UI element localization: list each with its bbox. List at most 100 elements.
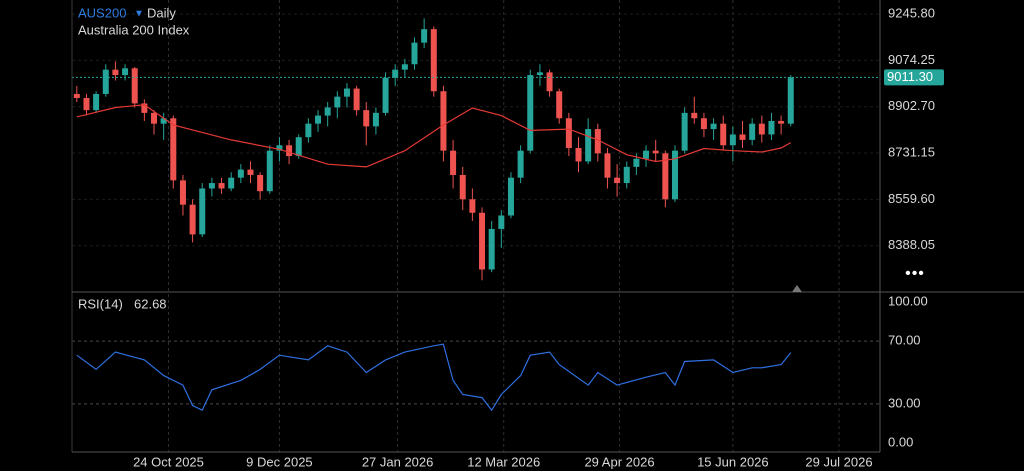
candle-body xyxy=(257,174,264,192)
candle-body xyxy=(565,118,572,148)
candle-body xyxy=(266,150,273,192)
candle-body xyxy=(546,72,553,92)
candle-body xyxy=(276,145,283,151)
candle-body xyxy=(450,150,457,175)
candle-body xyxy=(93,93,100,111)
candle-body xyxy=(662,153,669,200)
candle-body xyxy=(83,98,90,111)
candle-body xyxy=(228,177,235,189)
axes-layer: ••• xyxy=(71,0,1024,453)
candle-body xyxy=(643,150,650,159)
interval: Daily xyxy=(147,5,176,20)
subtitle: Australia 200 Index xyxy=(78,22,190,37)
candle-body xyxy=(372,112,379,127)
candle-body xyxy=(536,72,543,76)
candle-body xyxy=(295,137,302,157)
candle-body xyxy=(160,118,167,124)
candle-body xyxy=(421,29,428,43)
marks-layer xyxy=(72,18,944,412)
candle-body xyxy=(691,112,698,119)
candle-body xyxy=(73,93,80,99)
candle-body xyxy=(353,88,360,111)
x-tick-label: 15 Jun 2026 xyxy=(697,454,769,469)
price-tag-label: 9011.30 xyxy=(887,69,933,84)
x-tick-label: 29 Jul 2026 xyxy=(805,454,872,469)
y-tick-label: 9245.80 xyxy=(888,6,935,21)
candle-body xyxy=(469,199,476,213)
candle-body xyxy=(787,77,794,124)
candle-body xyxy=(189,204,196,235)
candle-body xyxy=(720,123,727,146)
candle-body xyxy=(517,150,524,178)
candle-body xyxy=(363,110,370,127)
candle-body xyxy=(440,91,447,151)
candle-body xyxy=(382,77,389,113)
candle-body xyxy=(102,69,109,94)
candle-body xyxy=(131,68,138,104)
candle-body xyxy=(498,215,505,229)
candle-body xyxy=(479,212,486,270)
candle-body xyxy=(141,103,148,113)
candle-body xyxy=(556,91,563,119)
rsi-line xyxy=(76,343,792,412)
candle-body xyxy=(179,180,186,205)
y-tick-label: 8731.15 xyxy=(888,144,935,159)
candle-body xyxy=(459,174,466,200)
y-tick-label: 8388.05 xyxy=(888,237,935,252)
candle-body xyxy=(623,166,630,184)
candle-body xyxy=(247,169,254,175)
candle-body xyxy=(324,107,331,116)
candle-body xyxy=(218,183,225,189)
candle-body xyxy=(286,145,293,157)
candle-body xyxy=(151,112,158,124)
symbol[interactable]: AUS200 xyxy=(78,5,126,20)
moving-average-line xyxy=(76,104,792,168)
candle-body xyxy=(710,123,717,130)
candle-body xyxy=(594,129,601,154)
candle-body xyxy=(633,158,640,167)
candle-body xyxy=(305,123,312,138)
x-tick-label: 24 Oct 2025 xyxy=(133,454,204,469)
candle-body xyxy=(768,120,775,135)
y-tick-label: 8902.70 xyxy=(888,98,935,113)
rsi-tick-label: 30.00 xyxy=(888,395,921,410)
labels-layer: AUS200 ▼ Daily Australia 200 Index RSI(1… xyxy=(78,5,935,469)
symbol-dropdown[interactable]: ▼ xyxy=(134,9,144,20)
y-tick-label: 9074.25 xyxy=(888,52,935,67)
x-tick-label: 9 Dec 2025 xyxy=(246,454,313,469)
candle-body xyxy=(315,115,322,124)
price-tag-box xyxy=(884,69,944,86)
candle-body xyxy=(170,118,177,181)
candle-body xyxy=(488,228,495,270)
candle-body xyxy=(671,150,678,200)
candle-body xyxy=(112,69,119,76)
candle-body xyxy=(604,153,611,178)
marker-icon xyxy=(792,285,802,292)
candle-body xyxy=(343,88,350,97)
candle-body xyxy=(739,134,746,140)
candle-body xyxy=(208,183,215,189)
candle-body xyxy=(575,147,582,162)
candle-body xyxy=(507,177,514,216)
grid-layer xyxy=(72,0,880,452)
candle-body xyxy=(778,120,785,124)
candle-body xyxy=(237,169,244,178)
candle-body xyxy=(122,68,129,76)
candle-body xyxy=(681,112,688,151)
rsi-title: RSI(14) xyxy=(78,296,123,311)
candle-body xyxy=(392,69,399,78)
candle-body xyxy=(585,129,592,162)
more-icon[interactable]: ••• xyxy=(905,265,925,282)
rsi-tick-label: 70.00 xyxy=(888,333,921,348)
rsi-value: 62.68 xyxy=(134,296,167,311)
candle-body xyxy=(614,177,621,184)
rsi-tick-label: 100.00 xyxy=(888,293,928,308)
candle-body xyxy=(411,42,418,65)
candle-body xyxy=(652,150,659,154)
x-tick-label: 27 Jan 2026 xyxy=(362,454,434,469)
candle-body xyxy=(758,123,765,135)
candle-body xyxy=(527,75,534,151)
